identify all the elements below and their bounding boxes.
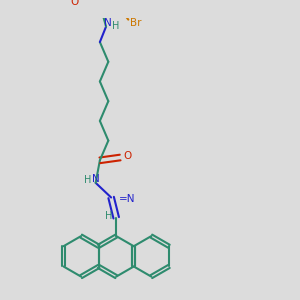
Text: N: N [103, 18, 111, 28]
Text: N: N [92, 175, 100, 184]
Text: Br: Br [130, 18, 142, 28]
Text: H: H [112, 21, 120, 31]
Text: =N: =N [119, 194, 136, 204]
Text: H: H [105, 212, 112, 221]
Text: H: H [83, 175, 91, 185]
Text: O: O [123, 151, 131, 161]
Text: O: O [70, 0, 78, 7]
